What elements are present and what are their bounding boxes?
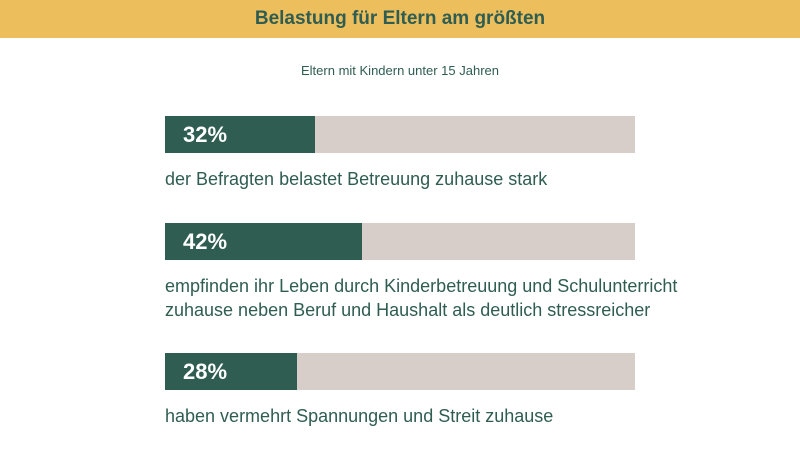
bar-fill-1 — [165, 116, 315, 153]
bar-value-label-2: 42% — [183, 229, 228, 254]
stat-description-1-line-1: der Befragten belastet Betreuung zuhause… — [165, 169, 548, 189]
bar-track-3: 28% — [165, 353, 635, 390]
bar-track-2: 42% — [165, 223, 635, 260]
bar-track-1: 32% — [165, 116, 635, 153]
header-banner: Belastung für Eltern am größten — [0, 0, 800, 38]
chart-subtitle: Eltern mit Kindern unter 15 Jahren — [301, 63, 499, 78]
stat-description-2-line-1: empfinden ihr Leben durch Kinderbetreuun… — [165, 276, 678, 296]
stat-description-3-line-1: haben vermehrt Spannungen und Streit zuh… — [165, 406, 554, 426]
bar-fill-3 — [165, 353, 297, 390]
bar-value-label-3: 28% — [183, 359, 228, 384]
stat-row-3: 28% haben vermehrt Spannungen und Streit… — [165, 353, 725, 428]
bar-fill-2 — [165, 223, 362, 260]
stat-row-1: 32% der Befragten belastet Betreuung zuh… — [165, 116, 725, 191]
stat-description-2: empfinden ihr Leben durch Kinderbetreuun… — [165, 274, 725, 322]
bar-value-label-1: 32% — [183, 122, 228, 147]
stat-row-2: 42% empfinden ihr Leben durch Kinderbetr… — [165, 223, 725, 322]
chart-title: Belastung für Eltern am größten — [254, 8, 546, 29]
stat-description-1: der Befragten belastet Betreuung zuhause… — [165, 167, 725, 191]
stat-description-2-line-2: zuhause neben Beruf und Haushalt als deu… — [165, 300, 651, 320]
stat-description-3: haben vermehrt Spannungen und Streit zuh… — [165, 404, 725, 428]
